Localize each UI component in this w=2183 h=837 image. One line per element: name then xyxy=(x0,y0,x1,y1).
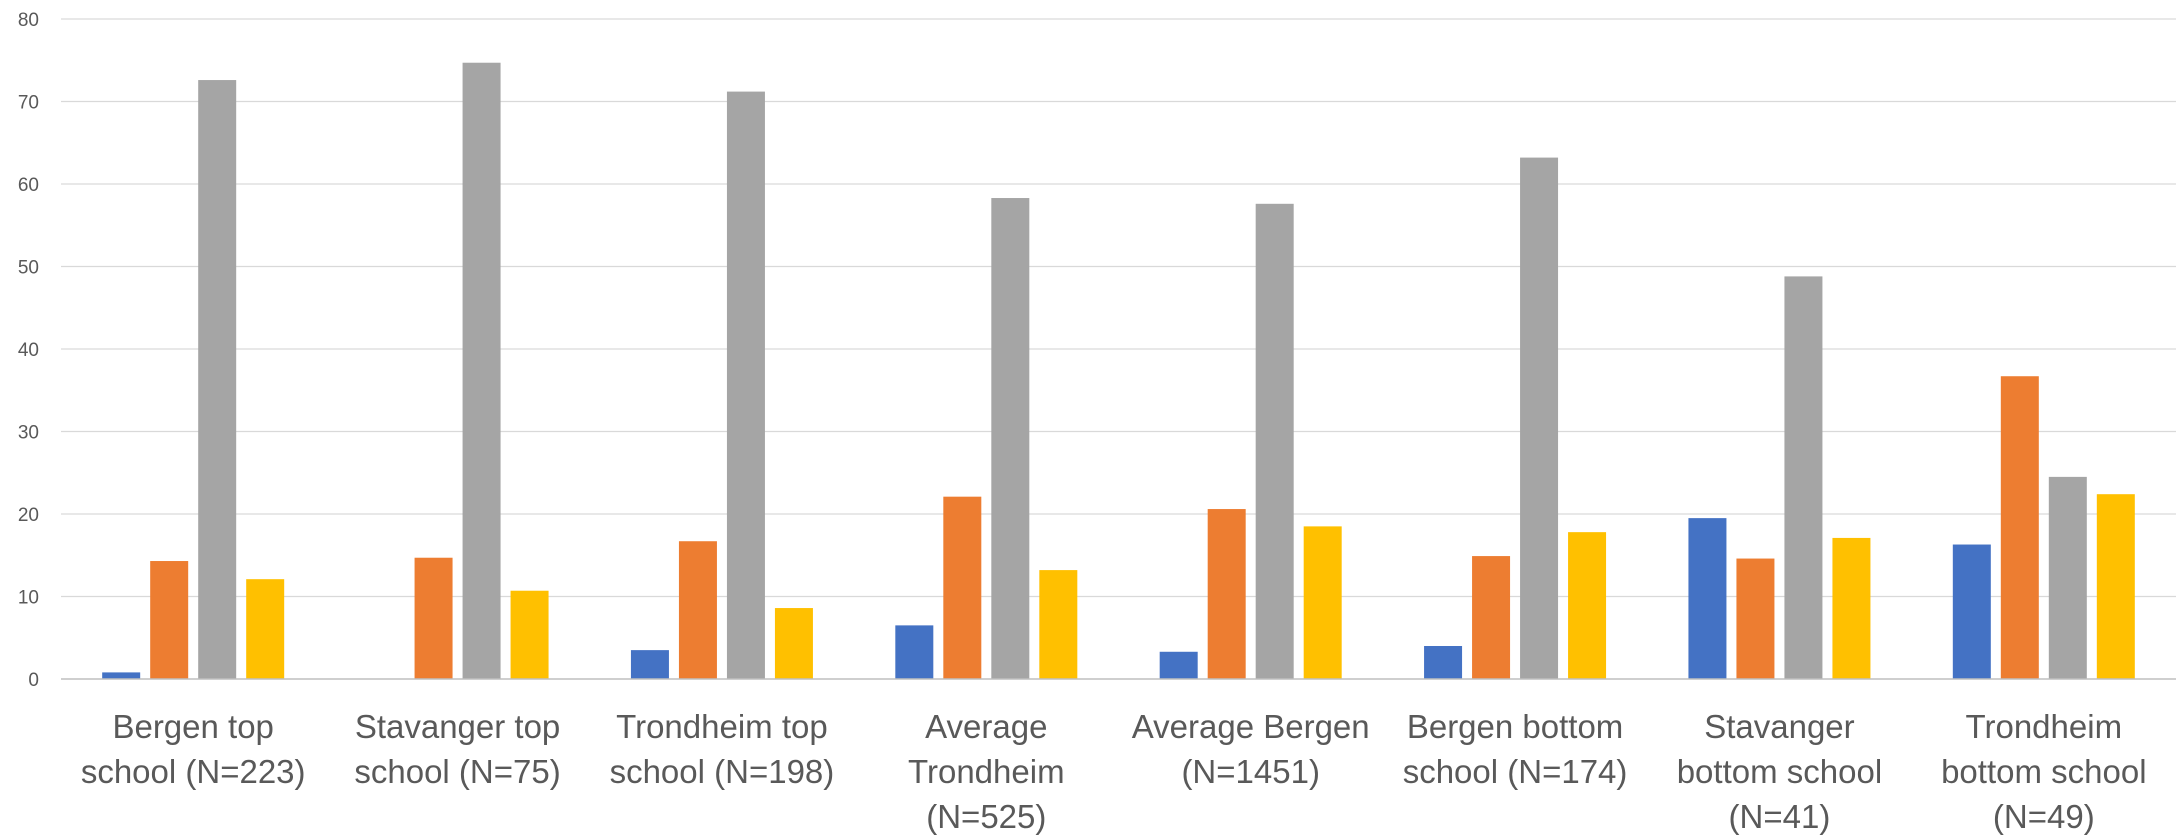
y-axis-tick-labels: 0 10 20 30 40 50 60 70 80 xyxy=(18,10,39,691)
bar-series-4-category-3 xyxy=(774,608,813,679)
x-tick-label-line: bottom school xyxy=(1941,753,2146,790)
x-tick-label-line: Trondheim top xyxy=(616,708,828,745)
x-tick-label-line: Trondheim xyxy=(1966,708,2123,745)
bar-series-4-category-2 xyxy=(510,590,549,679)
x-axis-tick-labels: Bergen top school (N=223) Stavanger top sch… xyxy=(81,708,2147,835)
x-tick-label-line: (N=41) xyxy=(1729,798,1831,835)
bar-series-3-category-7 xyxy=(1784,276,1823,679)
x-tick-label-line: Average xyxy=(925,708,1047,745)
x-tick-label: Trondheim top school (N=198) xyxy=(610,708,835,790)
x-tick-label-line: (N=1451) xyxy=(1181,753,1320,790)
x-tick-label-line: school (N=75) xyxy=(354,753,560,790)
bar-series-2-category-3 xyxy=(678,541,717,679)
x-tick-label-line: (N=525) xyxy=(926,798,1046,835)
bar-series-2-category-1 xyxy=(150,561,189,679)
bar-series-2-category-7 xyxy=(1736,558,1775,679)
x-tick-label: Bergen bottom school (N=174) xyxy=(1403,708,1628,790)
y-tick-label: 70 xyxy=(18,93,39,114)
bar-series-4-category-1 xyxy=(246,579,285,679)
x-tick-label: Average Bergen (N=1451) xyxy=(1132,708,1370,790)
bar-series-3-category-1 xyxy=(198,80,237,680)
bar-series-2-category-2 xyxy=(414,557,453,679)
y-tick-label: 40 xyxy=(18,340,39,361)
gridlines xyxy=(61,18,2176,598)
y-tick-label: 0 xyxy=(28,670,39,691)
x-tick-label: Average Trondheim (N=525) xyxy=(908,708,1065,835)
bar-series-1-category-5 xyxy=(1159,651,1198,679)
x-tick-label-line: Bergen top xyxy=(112,708,273,745)
bar-series-1-category-7 xyxy=(1688,518,1727,679)
bar-series-2-category-5 xyxy=(1207,509,1246,679)
bar-series-4-category-4 xyxy=(1039,570,1078,679)
x-tick-label-line: Average Bergen xyxy=(1132,708,1370,745)
bars xyxy=(102,62,2135,680)
y-tick-label: 60 xyxy=(18,175,39,196)
bar-series-2-category-4 xyxy=(943,496,982,679)
bar-series-4-category-8 xyxy=(2096,494,2135,679)
y-tick-label: 10 xyxy=(18,588,39,609)
x-tick-label-line: school (N=198) xyxy=(610,753,835,790)
bar-series-2-category-6 xyxy=(1472,556,1511,679)
bar-series-2-category-8 xyxy=(2000,376,2039,679)
bar-series-3-category-6 xyxy=(1520,157,1559,680)
bar-series-1-category-6 xyxy=(1424,646,1463,679)
bar-series-1-category-8 xyxy=(1952,544,1991,679)
bar-series-3-category-5 xyxy=(1255,203,1294,680)
y-tick-label: 80 xyxy=(18,10,39,31)
y-tick-label: 30 xyxy=(18,423,39,444)
x-tick-label-line: Bergen bottom xyxy=(1407,708,1623,745)
x-tick-label: Bergen top school (N=223) xyxy=(81,708,306,790)
bar-series-3-category-8 xyxy=(2048,476,2087,679)
bar-series-4-category-6 xyxy=(1568,532,1607,679)
x-tick-label: Trondheim bottom school (N=49) xyxy=(1941,708,2146,835)
bar-series-4-category-5 xyxy=(1303,526,1342,679)
bar-series-3-category-4 xyxy=(991,198,1030,679)
x-tick-label-line: (N=49) xyxy=(1993,798,2095,835)
x-tick-label: Stavanger top school (N=75) xyxy=(354,708,560,790)
x-tick-label: Stavanger bottom school (N=41) xyxy=(1677,708,1882,835)
bar-series-1-category-1 xyxy=(102,672,141,679)
y-tick-label: 20 xyxy=(18,505,39,526)
x-tick-label-line: school (N=174) xyxy=(1403,753,1628,790)
bar-series-3-category-3 xyxy=(726,91,765,680)
bar-series-3-category-2 xyxy=(462,62,501,680)
x-tick-label-line: Stavanger xyxy=(1704,708,1854,745)
bar-series-4-category-7 xyxy=(1832,537,1871,679)
bar-series-1-category-4 xyxy=(895,625,934,679)
x-tick-label-line: school (N=223) xyxy=(81,753,306,790)
y-tick-label: 50 xyxy=(18,258,39,279)
x-tick-label-line: Trondheim xyxy=(908,753,1065,790)
bar-series-1-category-3 xyxy=(630,650,669,679)
x-tick-label-line: Stavanger top xyxy=(355,708,560,745)
x-tick-label-line: bottom school xyxy=(1677,753,1882,790)
